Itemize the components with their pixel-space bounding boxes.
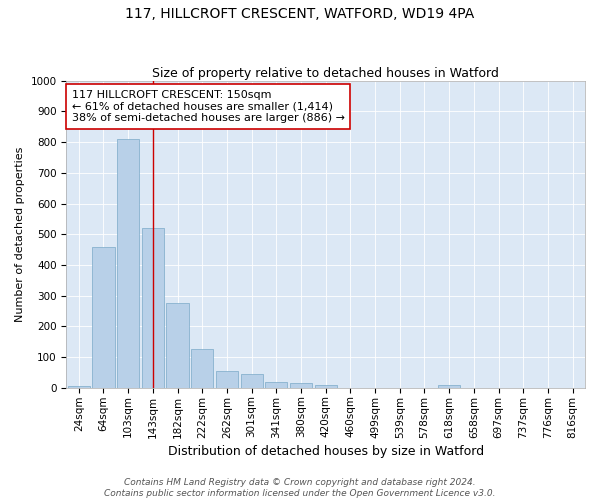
Text: Contains HM Land Registry data © Crown copyright and database right 2024.
Contai: Contains HM Land Registry data © Crown c… xyxy=(104,478,496,498)
Text: 117, HILLCROFT CRESCENT, WATFORD, WD19 4PA: 117, HILLCROFT CRESCENT, WATFORD, WD19 4… xyxy=(125,8,475,22)
Bar xyxy=(438,386,460,388)
Bar xyxy=(216,371,238,388)
X-axis label: Distribution of detached houses by size in Watford: Distribution of detached houses by size … xyxy=(167,444,484,458)
Bar xyxy=(68,386,90,388)
Bar xyxy=(241,374,263,388)
Bar xyxy=(142,228,164,388)
Y-axis label: Number of detached properties: Number of detached properties xyxy=(15,146,25,322)
Bar xyxy=(191,350,214,388)
Bar xyxy=(290,383,312,388)
Bar xyxy=(117,139,139,388)
Bar xyxy=(166,304,188,388)
Title: Size of property relative to detached houses in Watford: Size of property relative to detached ho… xyxy=(152,66,499,80)
Bar xyxy=(314,386,337,388)
Bar xyxy=(265,382,287,388)
Bar xyxy=(92,246,115,388)
Text: 117 HILLCROFT CRESCENT: 150sqm
← 61% of detached houses are smaller (1,414)
38% : 117 HILLCROFT CRESCENT: 150sqm ← 61% of … xyxy=(71,90,344,123)
